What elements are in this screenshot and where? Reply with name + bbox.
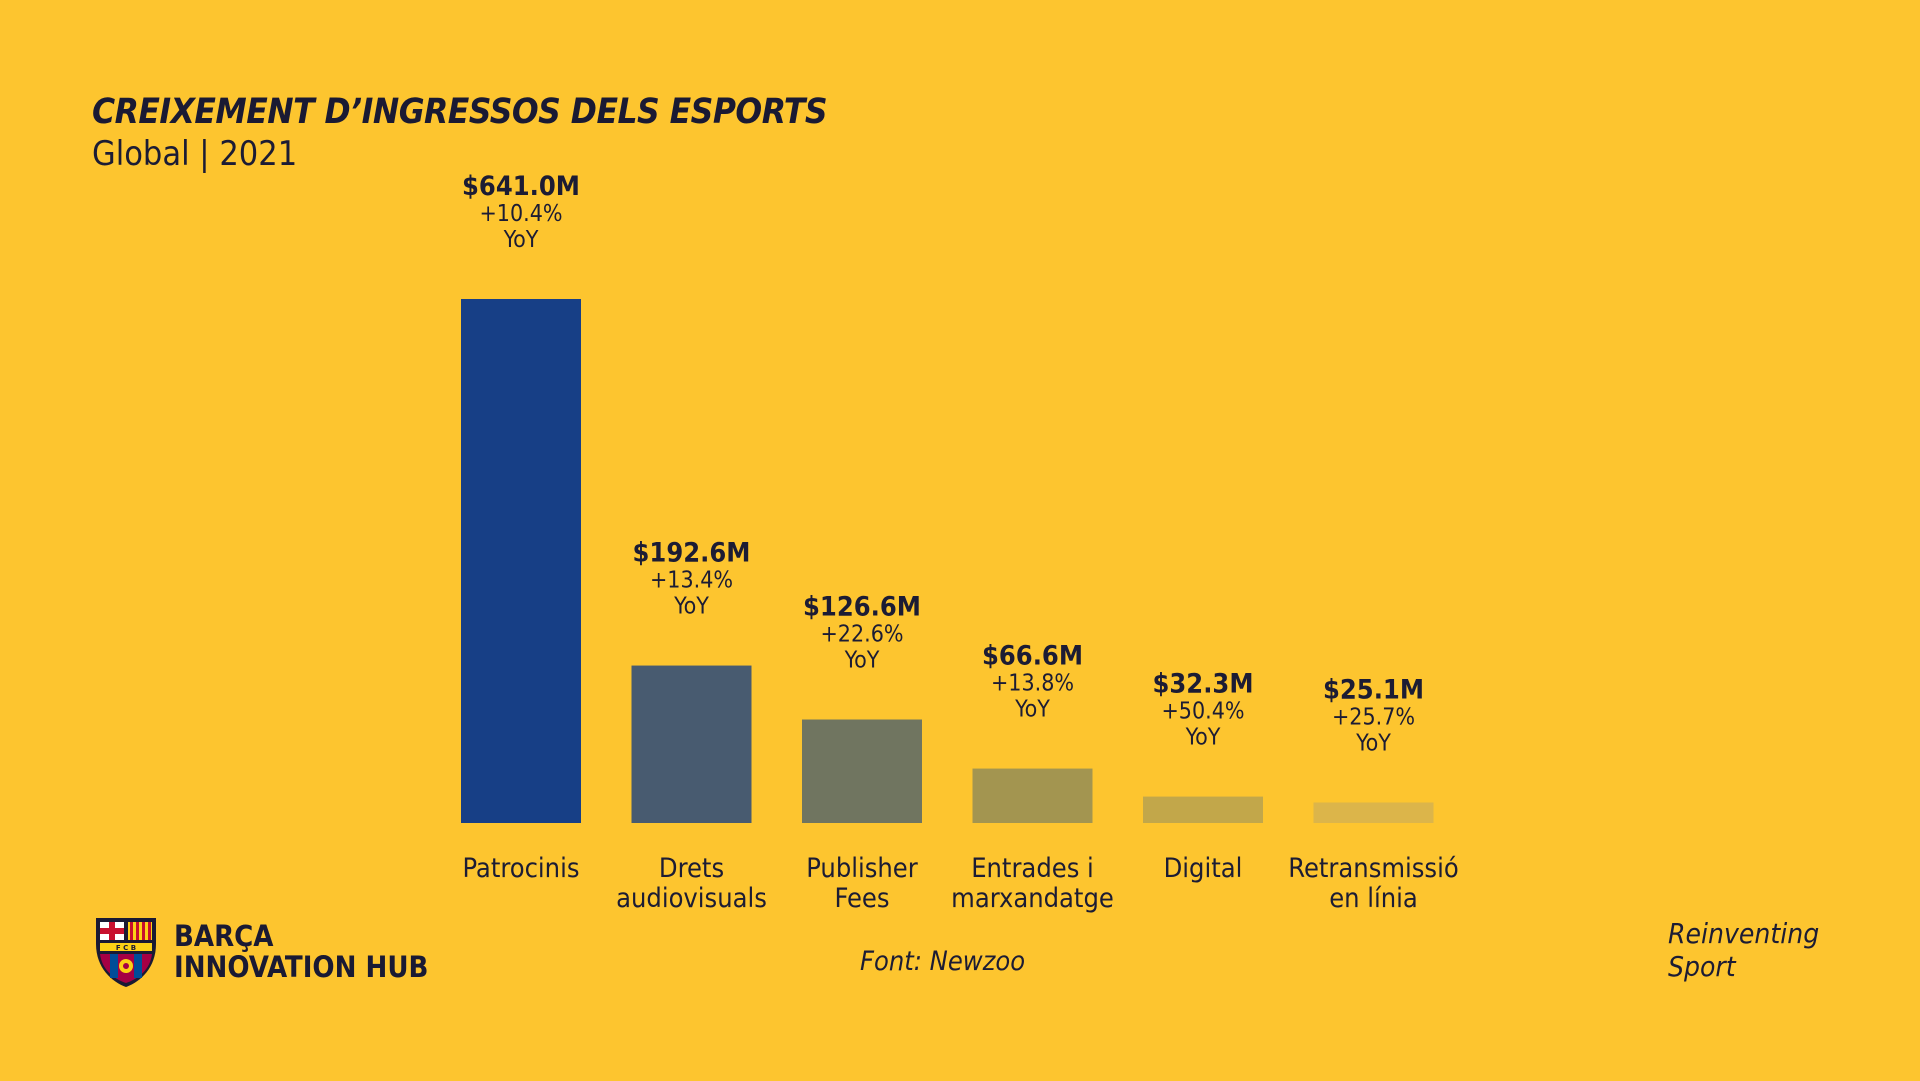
bar-growth-label: +10.4% bbox=[479, 201, 562, 227]
bar-value-label: $32.3M bbox=[1152, 669, 1253, 700]
bar-growth-unit: YoY bbox=[1185, 725, 1221, 751]
category-label: Retransmissió bbox=[1288, 853, 1458, 884]
bar-value-label: $126.6M bbox=[803, 592, 921, 623]
tagline-line-2: Sport bbox=[1668, 950, 1736, 983]
tagline: Reinventing Sport bbox=[1668, 917, 1819, 983]
fcb-crest-icon: F C B bbox=[96, 918, 156, 987]
bar-growth-label: +13.8% bbox=[991, 671, 1074, 697]
bar bbox=[1313, 802, 1434, 823]
category-label: en línia bbox=[1329, 883, 1418, 914]
bar-growth-label: +25.7% bbox=[1332, 704, 1415, 730]
bar bbox=[972, 768, 1093, 823]
category-label: Fees bbox=[834, 883, 889, 914]
bar-value-label: $25.1M bbox=[1323, 674, 1424, 705]
bar bbox=[1143, 796, 1263, 823]
bar-growth-unit: YoY bbox=[503, 227, 539, 253]
bar-growth-unit: YoY bbox=[673, 594, 709, 620]
brand: F C B BARÇA INNOVATION HUB bbox=[92, 916, 428, 988]
bar-growth-label: +22.6% bbox=[820, 622, 903, 648]
category-label: Patrocinis bbox=[463, 853, 580, 884]
category-label: Entrades i bbox=[971, 853, 1094, 884]
category-label: Digital bbox=[1164, 853, 1243, 884]
source-note: Font: Newzoo bbox=[860, 946, 1026, 977]
chart-subtitle: Global | 2021 bbox=[92, 134, 298, 174]
bar-growth-unit: YoY bbox=[1014, 697, 1050, 723]
chart-title: CREIXEMENT D’INGRESSOS DELS ESPORTS bbox=[92, 92, 828, 132]
tagline-line-1: Reinventing bbox=[1668, 917, 1820, 950]
bar-growth-unit: YoY bbox=[844, 648, 880, 674]
bar bbox=[631, 665, 752, 823]
bar-value-label: $641.0M bbox=[462, 171, 580, 202]
bar bbox=[461, 299, 581, 823]
category-label: marxandatge bbox=[951, 883, 1114, 914]
bar-growth-label: +50.4% bbox=[1161, 699, 1244, 725]
category-label: Drets bbox=[659, 853, 724, 884]
brand-name: BARÇA INNOVATION HUB bbox=[174, 921, 428, 983]
bar-growth-label: +13.4% bbox=[650, 568, 733, 594]
bar-value-label: $66.6M bbox=[982, 641, 1083, 672]
category-label: audiovisuals bbox=[616, 883, 767, 914]
brand-line-2: INNOVATION HUB bbox=[174, 950, 429, 984]
category-label: Publisher bbox=[806, 853, 918, 884]
bar-value-label: $192.6M bbox=[633, 538, 751, 569]
bar-growth-unit: YoY bbox=[1355, 730, 1391, 756]
brand-line-1: BARÇA bbox=[174, 919, 274, 953]
svg-text:F C B: F C B bbox=[116, 944, 136, 952]
bar bbox=[802, 719, 922, 823]
